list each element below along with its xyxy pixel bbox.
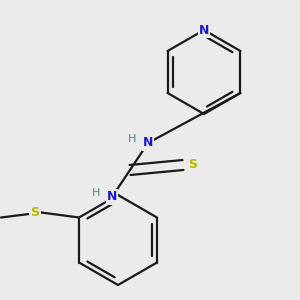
Text: S: S <box>188 158 197 172</box>
Text: N: N <box>199 23 209 37</box>
Text: N: N <box>143 136 153 149</box>
Text: H: H <box>92 188 100 198</box>
Text: S: S <box>31 206 40 219</box>
Text: N: N <box>107 190 117 203</box>
Text: H: H <box>128 134 136 144</box>
